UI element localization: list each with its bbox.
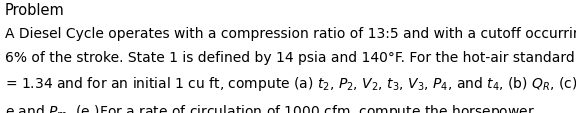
Text: = 1.34 and for an initial 1 cu ft, compute (a) $t_2$, $P_2$, $V_2$, $t_3$, $V_3$: = 1.34 and for an initial 1 cu ft, compu… <box>5 75 576 92</box>
Text: A Diesel Cycle operates with a compression ratio of 13:5 and with a cutoff occur: A Diesel Cycle operates with a compressi… <box>5 27 576 41</box>
Text: 6% of the stroke. State 1 is defined by 14 psia and 140°F. For the hot-air stand: 6% of the stroke. State 1 is defined by … <box>5 51 576 65</box>
Text: Problem: Problem <box>5 3 65 18</box>
Text: e and $P_m$. (e )For a rate of circulation of 1000 cfm, compute the horsepower.: e and $P_m$. (e )For a rate of circulati… <box>5 102 537 113</box>
